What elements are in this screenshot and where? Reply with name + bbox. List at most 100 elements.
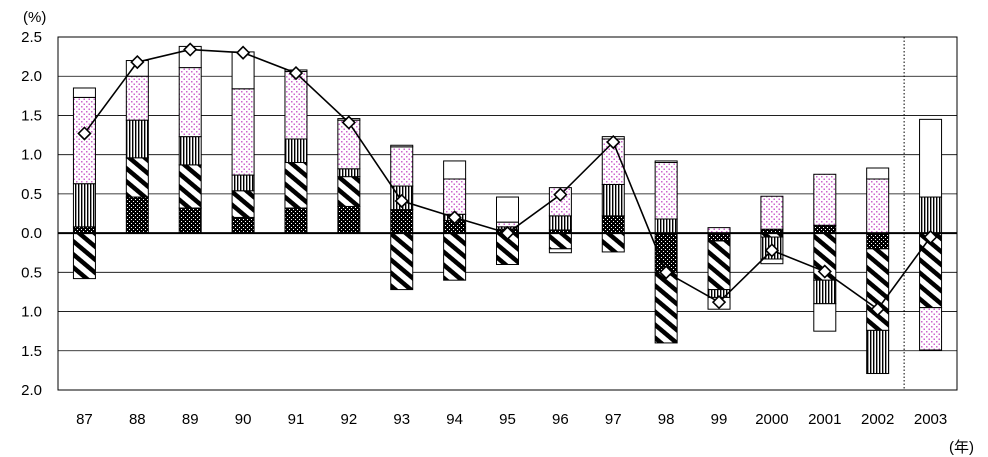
- x-tick-label: 97: [605, 411, 622, 428]
- line-point: [183, 42, 198, 57]
- line-point: [606, 134, 621, 150]
- y-tick-label: 2.5: [21, 29, 42, 46]
- line-point: [923, 229, 938, 245]
- x-tick-label: 94: [446, 411, 463, 428]
- bar-segment: [760, 258, 784, 265]
- y-tick-label: 0.5: [21, 264, 42, 281]
- x-tick-label: 90: [235, 411, 252, 428]
- x-tick-label: 91: [288, 411, 305, 428]
- bar-segment: [178, 207, 202, 234]
- bar-segment: [760, 195, 784, 230]
- bar-segment: [284, 162, 308, 209]
- bar-segment: [654, 160, 678, 164]
- x-tick-label: 87: [76, 411, 93, 428]
- x-unit-label: (年): [949, 439, 974, 456]
- bar-segment: [125, 196, 149, 234]
- bar-segment: [919, 307, 943, 351]
- bar-segment: [337, 176, 361, 207]
- bar-segment: [601, 215, 625, 234]
- bar-segment: [337, 205, 361, 234]
- bar-segment: [231, 216, 255, 234]
- bar-segment: [866, 329, 890, 375]
- x-tick-label: 2002: [861, 411, 894, 428]
- bar-segment: [548, 232, 572, 250]
- bar-segment: [443, 160, 467, 180]
- line-point: [288, 65, 304, 81]
- line-path: [83, 48, 932, 311]
- bar-segment: [178, 67, 202, 138]
- bar-segment: [654, 162, 678, 220]
- line-point: [711, 295, 727, 310]
- bar-segment: [707, 240, 731, 291]
- bar-segment: [284, 71, 308, 140]
- y-tick-label: 2.0: [21, 382, 42, 399]
- bar-segment: [231, 88, 255, 176]
- y-unit-label: (%): [23, 9, 46, 26]
- bar-segment: [125, 157, 149, 198]
- bar-segment: [866, 178, 890, 234]
- bar-segment: [866, 167, 890, 180]
- y-tick-labels: 2.5 2.0 1.5 1.0 0.5 0.0 0.5 1.0 1.5 2.0: [21, 29, 42, 399]
- bars: [72, 45, 943, 375]
- line-point: [235, 45, 251, 60]
- bar-segment: [813, 173, 837, 226]
- bar-segment: [390, 146, 414, 187]
- line-point: [870, 302, 885, 317]
- y-tick-label: 1.0: [21, 304, 42, 321]
- bar-segment: [813, 224, 837, 234]
- bar-segment: [443, 232, 467, 281]
- x-tick-label: 99: [711, 411, 728, 428]
- bar-segment: [390, 232, 414, 291]
- line-point: [130, 54, 145, 70]
- line-point: [394, 193, 409, 209]
- line-point: [77, 126, 92, 141]
- line-point: [659, 265, 674, 280]
- x-tick-labels: 87 88 89 90 91 92 93 94 95 96 97 98 99 2000 2001 2002 20…: [76, 411, 947, 428]
- bar-segment: [178, 136, 202, 166]
- bar-segment: [601, 183, 625, 217]
- bar-segment: [231, 174, 255, 192]
- line-point: [341, 115, 356, 130]
- bar-segment: [125, 75, 149, 121]
- bar-segment: [125, 119, 149, 159]
- bar-segment: [390, 209, 414, 234]
- bar-segment: [919, 232, 943, 309]
- bar-segment: [654, 271, 678, 344]
- bar-segment: [707, 232, 731, 242]
- x-tick-label: 88: [129, 411, 146, 428]
- x-tick-label: 92: [341, 411, 358, 428]
- x-tick-label: 93: [393, 411, 410, 428]
- bar-segment: [337, 168, 361, 178]
- bar-segment: [231, 190, 255, 218]
- x-tick-label: 89: [182, 411, 199, 428]
- y-tick-label: 1.5: [21, 107, 42, 124]
- plot-frame: [57, 36, 958, 391]
- bar-segment: [72, 183, 96, 228]
- y-tick-label: 0.0: [21, 225, 42, 242]
- bar-segment: [72, 87, 96, 98]
- bar-segment: [548, 248, 572, 254]
- y-tick-label: 0.5: [21, 186, 42, 203]
- x-tick-label: 98: [658, 411, 675, 428]
- y-tick-label: 1.5: [21, 343, 42, 360]
- bar-segment: [866, 248, 890, 331]
- x-tick-label: 2001: [808, 411, 841, 428]
- line-point: [553, 187, 568, 202]
- bar-segment: [919, 118, 943, 198]
- line-point: [447, 210, 462, 225]
- x-tick-label: 96: [552, 411, 569, 428]
- bar-segment: [496, 196, 519, 223]
- bar-segment: [866, 232, 890, 250]
- bar-segment: [919, 196, 943, 234]
- y-tick-label: 2.0: [21, 68, 42, 85]
- bar-segment: [443, 178, 467, 215]
- bar-segment: [548, 215, 572, 231]
- line-point: [764, 243, 780, 258]
- x-tick-label: 95: [499, 411, 516, 428]
- bar-segment: [813, 279, 837, 305]
- bar-segment: [284, 138, 308, 164]
- line-point: [817, 264, 832, 279]
- bar-segment: [390, 144, 414, 148]
